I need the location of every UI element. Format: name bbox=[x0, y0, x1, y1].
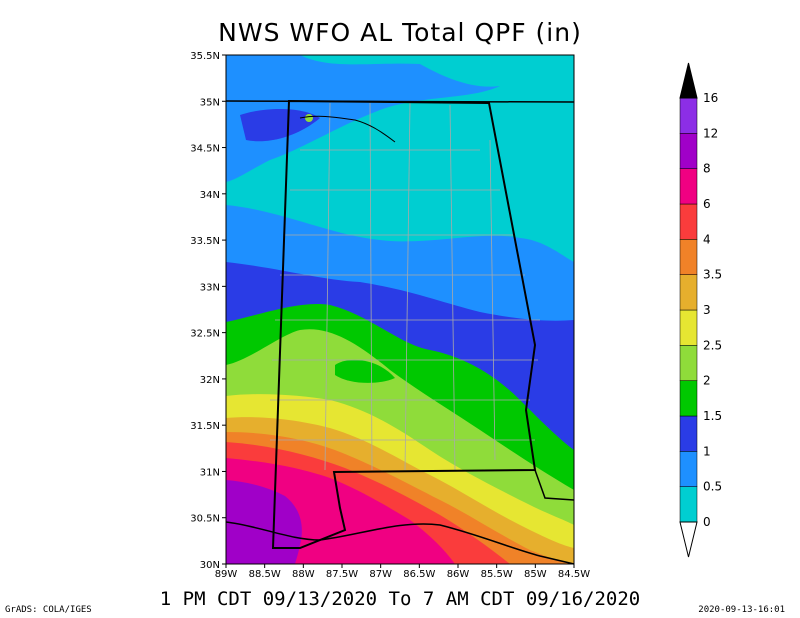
colorbar-label: 3.5 bbox=[703, 268, 722, 282]
colorbar-over-arrow bbox=[679, 62, 698, 99]
colorbar-segment bbox=[679, 415, 698, 452]
colorbar-label: 2.5 bbox=[703, 338, 722, 352]
colorbar: 0 0.5 1 1.5 2 2.5 3 3.5 4 6 8 12 16 bbox=[679, 62, 722, 558]
lat-tick-label: 30N bbox=[200, 560, 220, 571]
lat-tick-label: 35N bbox=[200, 97, 220, 108]
latitude-axis: 35.5N 35N 34.5N 34N 33.5N 33N 32.5N 32N 31.5N 31N… bbox=[190, 51, 226, 571]
colorbar-label: 1 bbox=[703, 444, 711, 458]
lon-tick-label: 88W bbox=[292, 569, 315, 580]
colorbar-segment bbox=[679, 345, 698, 381]
colorbar-label: 8 bbox=[703, 162, 711, 176]
lon-tick-label: 84.5W bbox=[558, 569, 590, 580]
lat-tick-label: 30.5N bbox=[190, 514, 220, 525]
lat-tick-label: 32.5N bbox=[190, 329, 220, 340]
lat-tick-label: 31N bbox=[200, 467, 220, 478]
county-boundaries bbox=[270, 102, 540, 471]
state-line-florida bbox=[534, 469, 575, 501]
lon-tick-label: 86W bbox=[447, 569, 470, 580]
colorbar-segment bbox=[679, 239, 698, 275]
lat-tick-label: 32N bbox=[200, 375, 220, 386]
colorbar-segment bbox=[679, 274, 698, 311]
colorbar-label: 4 bbox=[703, 232, 711, 246]
lat-tick-label: 33N bbox=[200, 282, 220, 293]
lat-tick-label: 35.5N bbox=[190, 51, 220, 62]
colorbar-segment bbox=[679, 380, 698, 417]
lon-tick-label: 85W bbox=[524, 569, 547, 580]
lat-tick-label: 31.5N bbox=[190, 421, 220, 432]
lat-tick-label: 34.5N bbox=[190, 144, 220, 155]
generation-timestamp: 2020-09-13-16:01 bbox=[698, 605, 785, 615]
lon-tick-label: 87W bbox=[369, 569, 392, 580]
state-line-north bbox=[225, 100, 575, 103]
colorbar-label: 16 bbox=[703, 91, 718, 105]
longitude-axis: 89W 88.5W 88W 87.5W 87W 86.5W 86W 85.5W 85W 84.5W bbox=[215, 564, 590, 580]
colorbar-label: 0.5 bbox=[703, 480, 722, 494]
map-title: NWS WFO AL Total QPF (in) bbox=[218, 18, 582, 47]
colorbar-label: 12 bbox=[703, 126, 718, 140]
lat-tick-label: 33.5N bbox=[190, 236, 220, 247]
colorbar-under-arrow bbox=[679, 521, 698, 558]
valid-period: 1 PM CDT 09/13/2020 To 7 AM CDT 09/16/20… bbox=[159, 588, 641, 610]
colorbar-label: 1.5 bbox=[703, 409, 722, 423]
colorbar-segment bbox=[679, 168, 698, 205]
lon-tick-label: 88.5W bbox=[249, 569, 281, 580]
colorbar-label: 0 bbox=[703, 515, 711, 529]
plot-frame bbox=[225, 54, 575, 565]
colorbar-segment bbox=[679, 203, 698, 240]
colorbar-segment bbox=[679, 133, 698, 169]
lon-tick-label: 86.5W bbox=[403, 569, 435, 580]
lon-tick-label: 89W bbox=[215, 569, 238, 580]
lat-tick-label: 34N bbox=[200, 190, 220, 201]
colorbar-label: 2 bbox=[703, 374, 711, 388]
lon-tick-label: 87.5W bbox=[326, 569, 358, 580]
qpf-fill-field bbox=[226, 55, 574, 564]
colorbar-segment bbox=[679, 486, 698, 523]
colorbar-segment bbox=[679, 97, 698, 134]
colorbar-label: 3 bbox=[703, 303, 711, 317]
tennessee-river bbox=[299, 115, 396, 143]
gulf-coastline bbox=[225, 521, 575, 565]
colorbar-segment bbox=[679, 451, 698, 487]
colorbar-label: 6 bbox=[703, 197, 711, 211]
lon-tick-label: 85.5W bbox=[481, 569, 513, 580]
grads-credit: GrADS: COLA/IGES bbox=[5, 605, 92, 615]
colorbar-segment bbox=[679, 309, 698, 346]
alabama-border bbox=[271, 99, 537, 549]
